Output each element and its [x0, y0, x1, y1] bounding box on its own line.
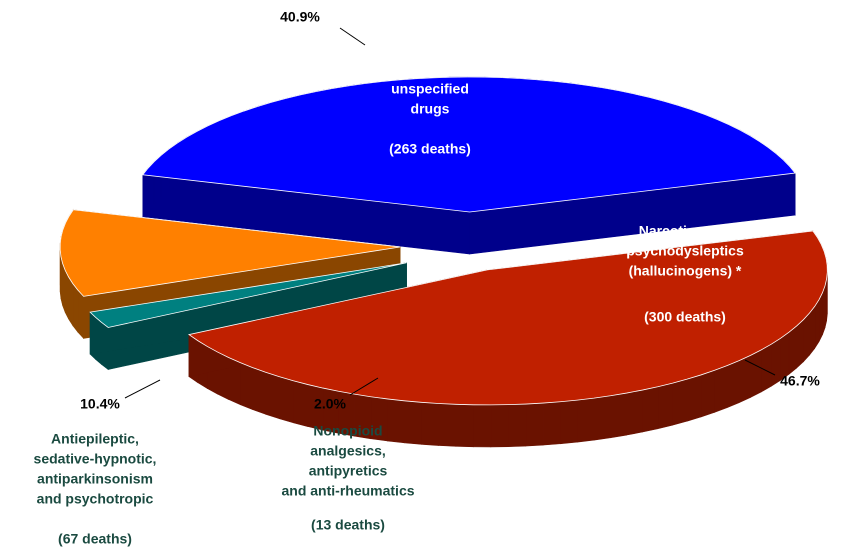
slice-side	[68, 275, 74, 327]
leader-line	[744, 359, 776, 376]
slice-side	[576, 397, 595, 443]
percent-label: 40.9%	[280, 9, 320, 25]
slice-side	[788, 325, 797, 375]
slice-label: antipyretics	[309, 463, 388, 479]
slice-label: Other and	[397, 61, 463, 77]
leader-line	[339, 27, 366, 46]
slice-side	[714, 365, 728, 413]
slice-side	[559, 399, 578, 445]
slice-side	[686, 374, 702, 422]
slice-side	[386, 398, 405, 444]
slice-label: drugs	[411, 101, 450, 117]
slice-side	[593, 395, 611, 441]
slice-label: sedative-hypnotic,	[34, 451, 157, 467]
slice-side	[490, 404, 509, 448]
slice-label: unspecified	[391, 81, 469, 97]
slice-side	[726, 360, 740, 409]
slice-side	[814, 298, 820, 350]
slice-side	[803, 312, 810, 363]
slice-label: analgesics,	[310, 443, 386, 459]
leader-line	[349, 377, 379, 396]
slice-label: and anti-rheumatics	[281, 483, 414, 499]
slice-top	[89, 262, 407, 328]
slice-label: and psychotropic	[37, 491, 154, 507]
slice-label: (hallucinogens) *	[629, 263, 742, 279]
slice-side	[818, 292, 823, 342]
slice-side	[822, 285, 826, 335]
slice-side	[455, 404, 474, 448]
slice-side	[672, 378, 688, 426]
slice-side	[809, 305, 816, 356]
deaths-label: (300 deaths)	[644, 309, 726, 325]
slice-side	[760, 343, 772, 393]
slice-top	[59, 209, 401, 297]
slice-label: Nonopioid	[313, 423, 382, 439]
slice-side	[473, 404, 492, 448]
slice-side	[72, 282, 79, 333]
slice-side	[64, 270, 69, 320]
slice-side	[700, 370, 715, 418]
percent-label: 2.0%	[314, 396, 346, 412]
slice-label: psychodysleptics	[626, 243, 744, 259]
slice-side	[438, 403, 457, 447]
slice-label: Narcotics and	[639, 223, 732, 239]
deaths-label: (263 deaths)	[389, 141, 471, 157]
slice-top	[187, 230, 828, 406]
slice-side	[292, 380, 309, 427]
slice-side	[403, 400, 422, 445]
slice-side	[239, 362, 253, 411]
slice-label: Antiepileptic,	[51, 431, 139, 447]
slice-side	[252, 367, 266, 415]
slice-side	[626, 389, 643, 436]
percent-label: 10.4%	[80, 396, 120, 412]
leader-line	[124, 379, 161, 399]
slice-side	[770, 337, 781, 387]
slice-label: antiparkinsonism	[37, 471, 153, 487]
slice-side	[796, 318, 804, 369]
deaths-label: (67 deaths)	[58, 531, 132, 547]
slice-top	[142, 76, 796, 213]
slice-side	[657, 382, 673, 430]
slice-side	[507, 403, 527, 447]
slice-side	[77, 289, 84, 340]
percent-label: 46.7%	[780, 373, 820, 389]
slice-side	[542, 401, 561, 446]
deaths-label: (13 deaths)	[311, 517, 385, 533]
slice-side	[420, 402, 439, 446]
slice-side	[278, 376, 294, 424]
slice-side	[610, 392, 627, 439]
slice-side	[750, 349, 762, 398]
slice-side	[525, 402, 544, 447]
slice-side	[265, 371, 280, 420]
slice-side	[642, 386, 659, 433]
